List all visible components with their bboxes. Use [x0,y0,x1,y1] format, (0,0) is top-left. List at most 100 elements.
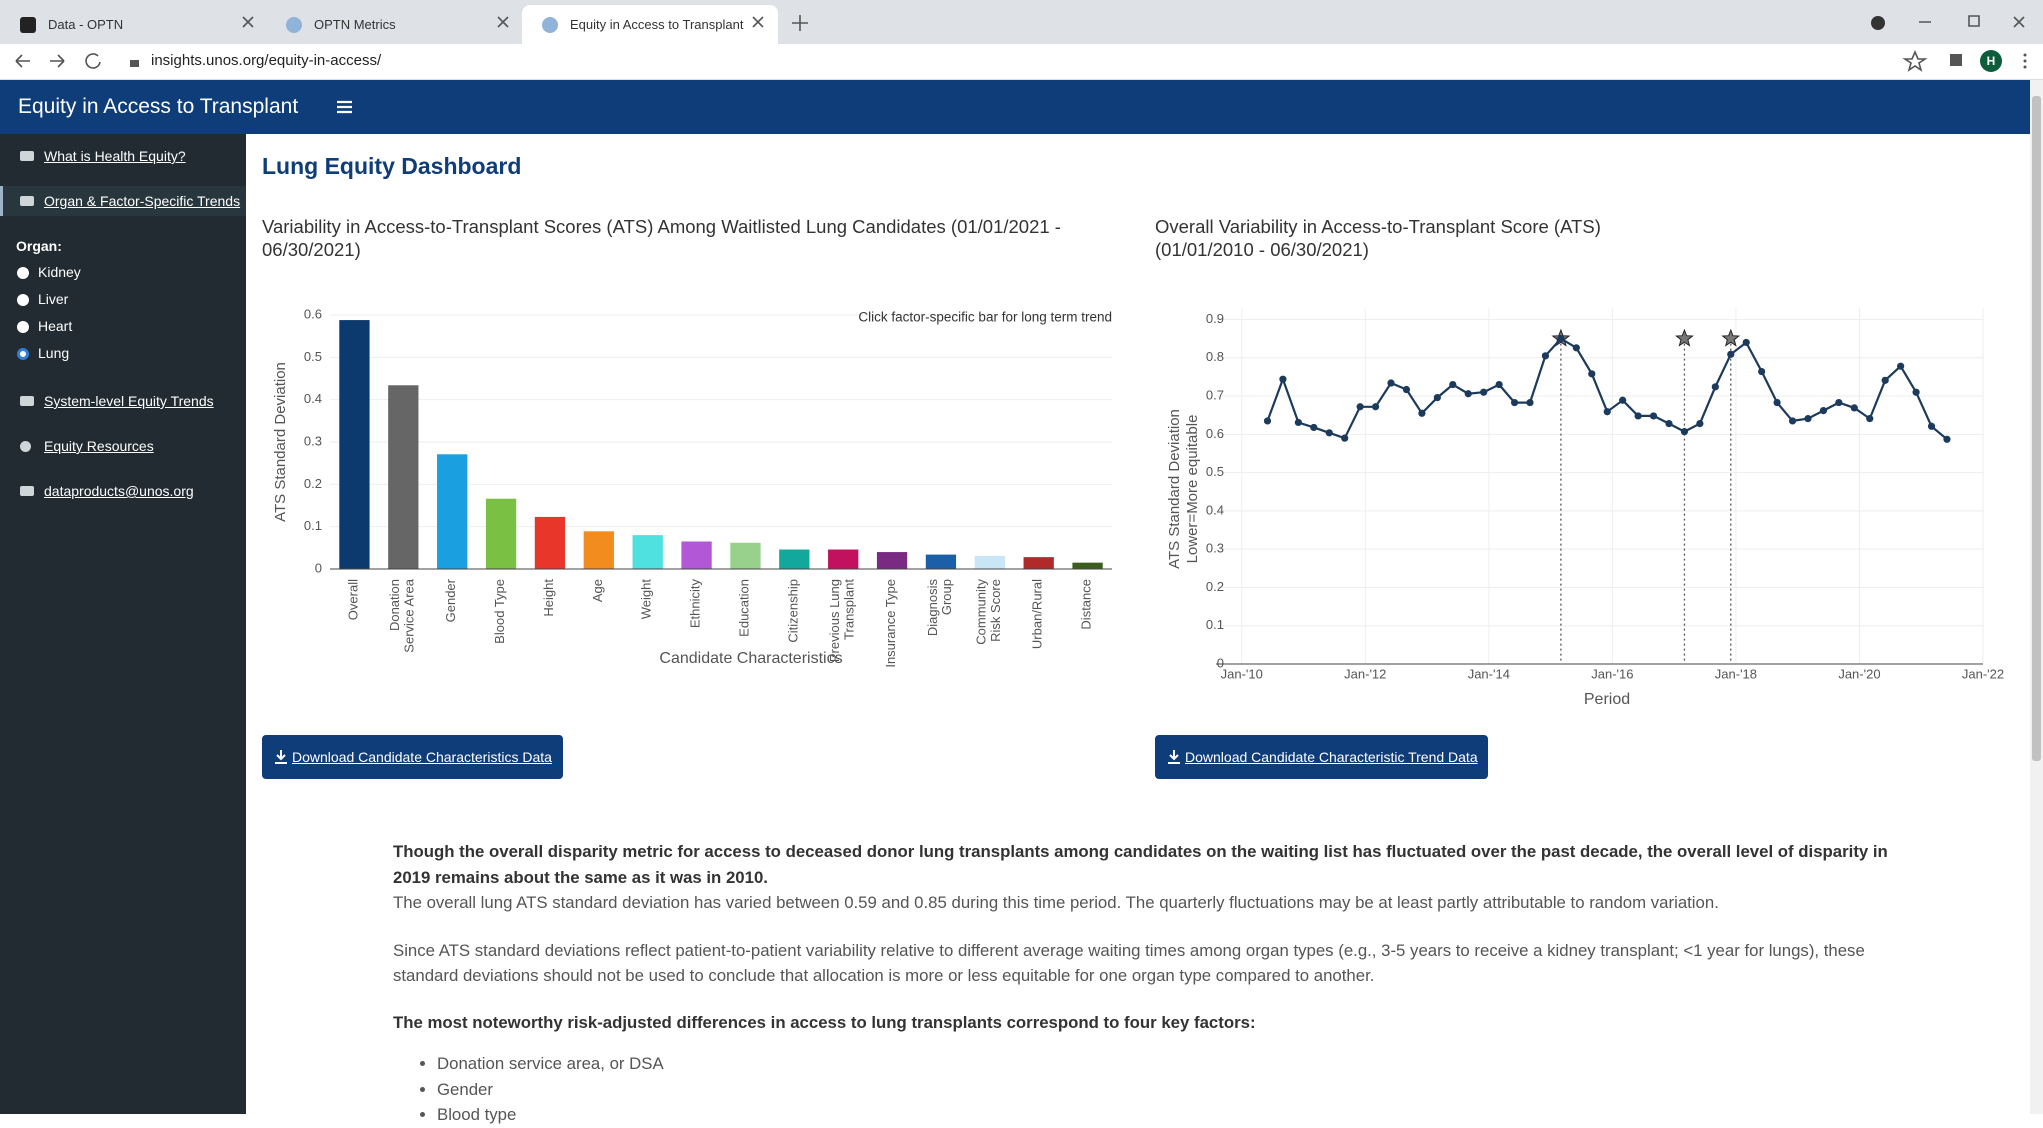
factors-heading: The most noteworthy risk-adjusted differ… [393,1012,1256,1032]
factor: Gender [437,1077,1893,1103]
point [1495,380,1503,389]
nav-link[interactable]: System-level Equity Trends [44,393,214,409]
nav-link[interactable]: Organ & Factor-Specific Trends [44,193,241,209]
y-tick-label: 0 [315,560,322,575]
x-tick-label: Overall [346,579,361,620]
x-tick-label: Jan-'22 [1962,666,2004,681]
bookmark[interactable] [1902,49,1928,72]
nav-icon [20,196,34,206]
point [1680,428,1689,436]
x-tick-label: Jan-'20 [1838,666,1880,681]
new-tab[interactable] [792,15,808,31]
point [1541,352,1550,360]
tab-title: Data - OPTN [48,17,124,32]
nav-link[interactable]: Equity Resources [44,438,154,454]
scrollbar-thumb[interactable] [2032,96,2041,761]
factor: Donation service area, or DSA [437,1051,1893,1077]
download-button[interactable]: Download Candidate Characteristic Trend … [1155,735,1488,779]
window-controls[interactable] [1919,15,2025,28]
tab-active[interactable]: Equity in Access to Transplant [522,5,778,44]
x-tick-label: Insurance Type [884,579,899,668]
nav-link[interactable]: dataproducts@unos.org [44,483,194,499]
radio[interactable] [17,267,29,279]
address-bar [0,44,2043,80]
y-tick-label: 0.9 [1206,311,1224,326]
y-tick-label: 0.4 [1206,502,1224,517]
point [1464,390,1472,398]
radio-label[interactable]: Liver [38,291,69,307]
factor-list: Donation service area, or DSA Gender Blo… [393,1051,1893,1128]
bar [437,454,468,569]
download-icon [275,750,287,764]
radio-label[interactable]: Heart [38,318,73,334]
lead: Though the overall disparity metric for … [393,842,1888,887]
y-tick-label: 0.1 [304,518,322,533]
radio-label[interactable]: Lung [38,345,70,361]
charts: 0 0.1 0.2 0.3 0.4 0.5 0.6 Overall DonationServic… [272,306,2004,708]
point [1325,429,1333,437]
tab[interactable]: OPTN Metrics [266,5,521,44]
point [1711,383,1719,391]
bar [974,555,1005,569]
y-tick-label: 0.8 [1206,349,1224,364]
point [1433,393,1441,402]
tab-close[interactable] [242,16,764,28]
x-tick-label: Jan-'18 [1715,666,1757,681]
point [1897,362,1905,370]
radio[interactable] [17,321,29,333]
point [1480,388,1488,396]
point [1665,420,1673,428]
point [1788,417,1797,425]
x-tick-label: Age [590,579,605,602]
point [1866,415,1874,423]
point [1773,398,1781,407]
point [1943,435,1951,443]
y-axis-title: Lower=More equitable [1184,415,1201,564]
radio[interactable] [17,294,29,306]
browser-icons [15,15,2027,72]
radio[interactable] [17,348,29,360]
point [1418,409,1426,417]
point [1279,375,1287,383]
x-tick-label: DonationService Area [388,578,417,652]
y-tick-label: 0.7 [1206,387,1224,402]
extensions[interactable] [1950,54,1962,66]
favicon [286,17,302,33]
nav-icon [20,441,31,452]
menu-toggle[interactable] [337,100,353,114]
nav-arrows[interactable] [15,54,65,68]
bar [583,531,614,569]
y-tick-label: 0.6 [304,306,322,321]
nav-icon [20,151,34,161]
bar [730,542,761,569]
radio-label[interactable]: Kidney [38,264,81,280]
point [1649,412,1658,420]
active-nav-item [0,186,246,216]
highlight-star [1721,328,1741,347]
point [1526,398,1534,407]
x-tick-label: Citizenship [786,579,801,643]
point [1804,415,1812,423]
app-title: Equity in Access to Transplant [18,95,299,118]
profile-avatar[interactable]: H [1980,50,2002,72]
url[interactable]: insights.unos.org/equity-in-access/ [151,52,382,69]
favicon [20,17,36,33]
line [1266,337,1948,441]
x-tick-label: Distance [1079,579,1094,630]
y-axis-title: ATS Standard Deviation [1166,409,1183,569]
text-body: Though the overall disparity metric for … [393,839,1893,1128]
point [1294,418,1302,427]
point [1510,398,1519,407]
nav-link[interactable]: What is Health Equity? [44,148,186,164]
y-tick-label: 0.6 [1206,426,1224,441]
y-tick-label: 0.1 [1206,617,1224,632]
point [1371,403,1380,411]
tab[interactable]: Data - OPTN [0,5,262,44]
highlight-star [1675,328,1694,347]
reload[interactable] [85,53,101,69]
x-tick-label: Weight [639,579,654,620]
download-button[interactable]: Download Candidate Characteristics Data [262,735,563,779]
y-tick-label: 0.5 [304,349,322,364]
bar [925,554,957,569]
